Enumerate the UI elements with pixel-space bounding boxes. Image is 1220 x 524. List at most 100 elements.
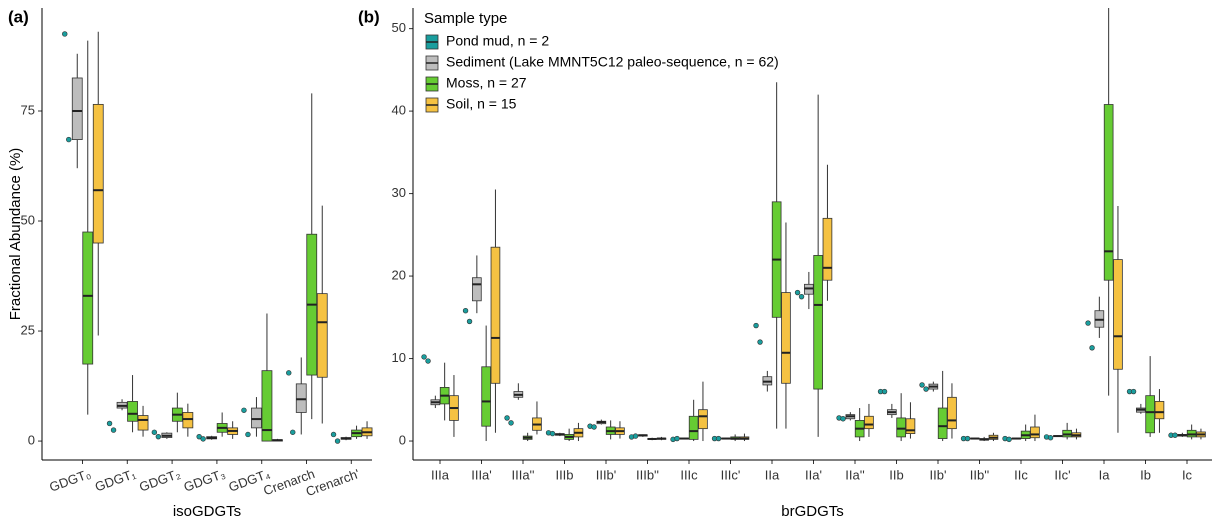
box <box>688 415 699 440</box>
point <box>798 293 805 300</box>
point <box>155 433 162 440</box>
point <box>466 318 473 325</box>
point <box>919 382 925 388</box>
box <box>71 77 83 140</box>
point <box>241 407 247 413</box>
panel-label: (b) <box>358 7 380 26</box>
box <box>937 407 948 439</box>
legend-label: Moss, n = 27 <box>446 75 527 91</box>
point <box>334 438 341 444</box>
box <box>781 292 791 384</box>
point <box>245 431 251 438</box>
y-tick-label: 75 <box>21 102 35 117</box>
x-tick-label: Ic <box>1182 467 1193 482</box>
x-tick-label: Ib <box>1140 467 1151 482</box>
box <box>182 412 194 429</box>
point <box>715 435 722 442</box>
x-tick-label: IIb' <box>930 467 947 482</box>
box <box>490 246 501 384</box>
y-tick-label: 20 <box>392 268 406 283</box>
panel-label: (a) <box>8 7 29 26</box>
y-tick-label: 25 <box>21 322 35 337</box>
y-tick-label: 0 <box>28 433 35 448</box>
box <box>137 415 149 431</box>
y-tick-label: 10 <box>392 350 406 365</box>
box <box>896 417 906 438</box>
point <box>286 370 292 376</box>
box <box>1145 395 1155 434</box>
x-tick-label: IIIc' <box>721 467 741 482</box>
point <box>196 433 202 440</box>
x-tick-label: IIIb'' <box>636 467 659 482</box>
point <box>1006 436 1012 443</box>
x-tick-label: IIb'' <box>970 467 989 482</box>
box <box>295 383 307 413</box>
x-tick-label: IIa <box>765 467 780 482</box>
x-tick-label: IIIa'' <box>511 467 534 482</box>
point <box>964 435 971 442</box>
point <box>62 31 68 37</box>
legend-label: Soil, n = 15 <box>446 96 517 112</box>
box <box>92 103 104 244</box>
point <box>794 289 801 296</box>
box <box>316 293 328 378</box>
x-tick-label: IIIc <box>680 467 698 482</box>
point <box>1130 388 1137 395</box>
x-tick-label: Ia <box>1099 467 1111 482</box>
point <box>1172 432 1178 438</box>
point <box>330 431 337 438</box>
box <box>472 277 482 302</box>
point <box>591 424 597 430</box>
point <box>753 322 759 329</box>
point <box>462 308 469 314</box>
point <box>549 430 556 437</box>
box <box>905 418 916 435</box>
point <box>425 358 431 364</box>
box <box>1030 426 1040 439</box>
x-tick-label: IIa'' <box>845 467 864 482</box>
y-tick-label: 40 <box>392 103 406 118</box>
x-axis-title: isoGDGTs <box>173 503 241 520</box>
point <box>1089 345 1095 351</box>
point <box>508 420 514 426</box>
x-tick-label: IIIa' <box>471 467 492 482</box>
y-axis-title: Fractional Abundance (%) <box>7 148 24 321</box>
box <box>127 401 138 422</box>
y-tick-label: 50 <box>21 212 35 227</box>
point <box>504 415 510 421</box>
box <box>822 217 833 281</box>
box <box>813 255 823 390</box>
legend-title: Sample type <box>424 10 507 27</box>
box <box>698 409 708 430</box>
x-tick-label: IIIb <box>555 467 573 482</box>
point <box>106 420 113 427</box>
box <box>261 370 273 442</box>
box <box>1103 104 1114 281</box>
y-tick-label: 30 <box>392 185 406 200</box>
x-axis-title: brGDGTs <box>781 503 844 520</box>
point <box>881 388 888 395</box>
x-tick-label: IIc <box>1014 467 1028 482</box>
box <box>947 396 957 430</box>
point <box>200 436 206 442</box>
point <box>674 435 680 442</box>
x-tick-label: IIa' <box>805 467 822 482</box>
point <box>757 339 763 345</box>
point <box>290 429 296 435</box>
x-tick-label: IIIb' <box>596 467 617 482</box>
box <box>82 231 94 365</box>
box <box>251 407 262 429</box>
point <box>923 386 929 392</box>
y-tick-label: 50 <box>392 20 406 35</box>
box <box>864 415 874 430</box>
box <box>1113 259 1123 370</box>
x-tick-label: IIc' <box>1054 467 1070 482</box>
x-tick-label: IIIa <box>431 467 450 482</box>
box <box>481 366 491 427</box>
legend-label: Pond mud, n = 2 <box>446 33 549 49</box>
legend-label: Sediment (Lake MMNT5C12 paleo-sequence, … <box>446 54 779 70</box>
point <box>1047 435 1054 441</box>
point <box>110 427 117 433</box>
